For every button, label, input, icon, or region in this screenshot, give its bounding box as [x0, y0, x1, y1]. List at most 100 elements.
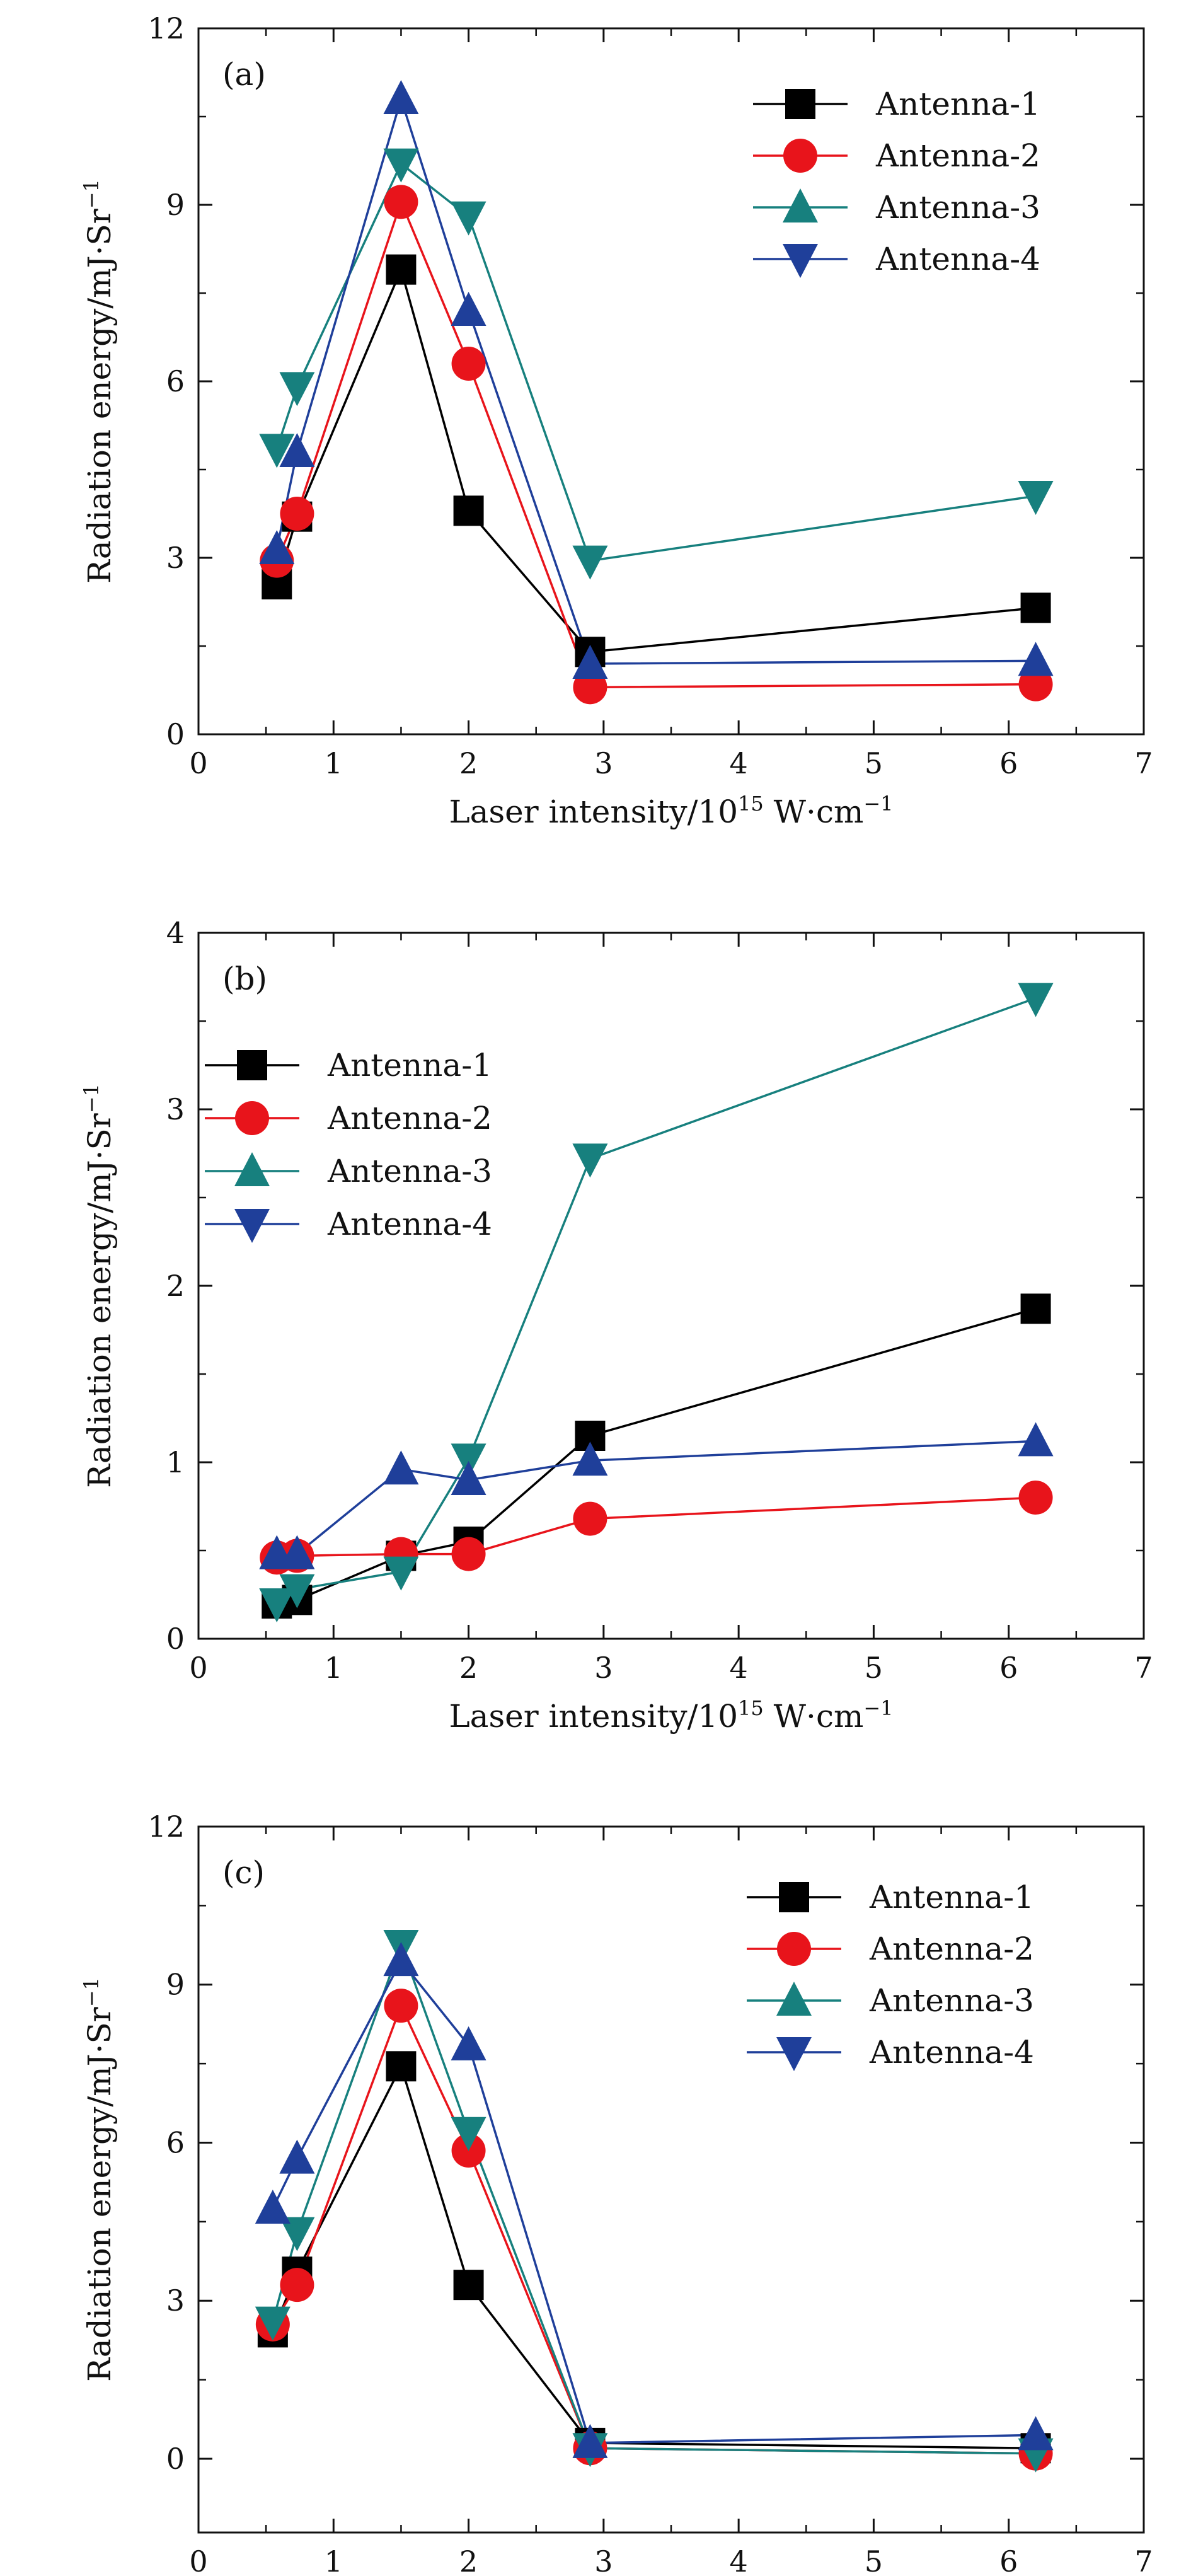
- x-axis-label: Laser intensity/1015 W·cm−1: [449, 1696, 893, 1735]
- data-point-antenna-3: [383, 148, 419, 183]
- data-point-antenna-4: [383, 80, 419, 114]
- data-point-antenna-2: [280, 497, 314, 531]
- y-tick-label: 0: [166, 717, 185, 751]
- y-axis-label: Radiation energy/mJ·Sr−1: [79, 1977, 118, 2382]
- data-point-antenna-1: [1020, 1293, 1051, 1324]
- x-tick-label: 7: [1134, 746, 1153, 780]
- data-point-antenna-4: [572, 1441, 608, 1476]
- legend-marker: [785, 89, 815, 119]
- y-tick-label: 4: [166, 916, 185, 950]
- data-point-antenna-3: [1018, 983, 1054, 1017]
- legend-marker: [777, 1932, 811, 1966]
- x-tick-label: 2: [459, 2544, 478, 2576]
- y-tick-label: 1: [166, 1445, 185, 1479]
- series-line-antenna-3: [276, 996, 1037, 1605]
- data-point-antenna-4: [279, 433, 315, 467]
- y-tick-label: 12: [147, 11, 185, 45]
- x-tick-label: 3: [594, 1651, 613, 1685]
- y-axis-label: Radiation energy/mJ·Sr−1: [79, 179, 118, 584]
- legend-entry: Antenna-2: [869, 1931, 1034, 1967]
- x-tick-label: 6: [999, 2544, 1018, 2576]
- data-point-antenna-4: [259, 530, 295, 564]
- data-point-antenna-4: [279, 2139, 315, 2174]
- data-point-antenna-3: [451, 201, 486, 236]
- legend-entry: Antenna-1: [869, 1879, 1034, 1915]
- x-tick-label: 5: [865, 1651, 883, 1685]
- data-point-antenna-3: [572, 545, 608, 580]
- x-tick-label: 1: [325, 2544, 343, 2576]
- data-point-antenna-1: [386, 254, 417, 285]
- legend-entry: Antenna-3: [327, 1153, 492, 1189]
- legend-marker: [776, 1982, 812, 2016]
- data-point-antenna-1: [453, 2270, 484, 2301]
- legend-entry: Antenna-1: [327, 1047, 492, 1083]
- x-tick-label: 0: [189, 1651, 207, 1685]
- y-tick-label: 6: [166, 364, 185, 398]
- x-axis-label: Laser intensity/1015 W·cm−1: [449, 792, 893, 830]
- data-point-antenna-3: [1018, 481, 1054, 515]
- data-point-antenna-4: [451, 2026, 486, 2060]
- data-point-antenna-4: [279, 1535, 315, 1569]
- legend: Antenna-1 Antenna-2 Antenna-3 Antenna-4: [753, 86, 1040, 278]
- data-point-antenna-3: [279, 2217, 315, 2251]
- data-point-antenna-4: [1018, 642, 1054, 676]
- legend-entry: Antenna-3: [875, 189, 1040, 226]
- y-axis-label: Radiation energy/mJ·Sr−1: [79, 1083, 118, 1488]
- legend-entry: Antenna-4: [875, 241, 1040, 277]
- x-tick-label: 1: [325, 746, 343, 780]
- plot-frame: [197, 932, 1145, 1640]
- x-tick-label: 6: [999, 1651, 1018, 1685]
- x-tick-label: 0: [189, 746, 207, 780]
- legend-marker: [779, 1882, 809, 1912]
- legend-marker: [776, 2037, 812, 2071]
- y-tick-label: 3: [166, 541, 185, 575]
- data-point-antenna-3: [259, 434, 295, 468]
- data-point-antenna-4: [1018, 1422, 1054, 1457]
- panel-label: (b): [222, 961, 267, 997]
- x-tick-label: 7: [1134, 1651, 1153, 1685]
- data-point-antenna-3: [255, 2306, 291, 2341]
- x-tick-label: 0: [189, 2544, 207, 2576]
- legend-entry: Antenna-3: [869, 1982, 1034, 2019]
- y-tick-label: 3: [166, 1092, 185, 1126]
- legend-entry: Antenna-2: [327, 1100, 492, 1136]
- data-point-antenna-4: [572, 2423, 608, 2458]
- series-line-antenna-3: [272, 1941, 1036, 2455]
- legend: Antenna-1 Antenna-2 Antenna-3 Antenna-4: [205, 1047, 492, 1243]
- y-tick-label: 3: [166, 2284, 185, 2318]
- data-point-antenna-2: [451, 1537, 486, 1571]
- legend-marker: [783, 244, 818, 278]
- x-tick-label: 3: [594, 2544, 613, 2576]
- y-tick-label: 9: [166, 188, 185, 222]
- data-point-antenna-3: [279, 1574, 315, 1609]
- x-tick-label: 7: [1134, 2544, 1153, 2576]
- data-point-antenna-3: [451, 1443, 486, 1478]
- series-line-antenna-4: [275, 95, 1036, 665]
- data-point-antenna-4: [255, 2189, 291, 2224]
- data-point-antenna-4: [383, 1450, 419, 1485]
- x-tick-label: 3: [594, 746, 613, 780]
- data-point-antenna-4: [383, 1942, 419, 1977]
- y-tick-label: 9: [166, 1968, 185, 2002]
- legend-entry: Antenna-4: [327, 1206, 492, 1242]
- chart-panel-2: 0 1 2 3 4 5 6 7 0 1 2 3 4 Laser intensity/1015 W·cm−1…: [79, 916, 1153, 1735]
- x-tick-label: 4: [730, 746, 748, 780]
- y-tick-label: 12: [147, 1810, 185, 1844]
- legend-marker: [234, 1152, 270, 1186]
- y-tick-label: 0: [166, 1622, 185, 1656]
- x-tick-label: 5: [865, 746, 883, 780]
- panel-label: (c): [222, 1854, 265, 1891]
- y-tick-label: 2: [166, 1269, 185, 1303]
- legend-marker: [783, 139, 817, 173]
- data-point-antenna-1: [1020, 592, 1051, 623]
- data-point-antenna-4: [572, 645, 608, 679]
- series-line-antenna-4: [272, 1958, 1036, 2444]
- series-line-antenna-1: [272, 2063, 1036, 2450]
- series-line-antenna-1: [275, 266, 1036, 654]
- data-point-antenna-4: [451, 292, 486, 326]
- data-point-antenna-2: [384, 1989, 418, 2023]
- legend-entry: Antenna-4: [869, 2034, 1034, 2071]
